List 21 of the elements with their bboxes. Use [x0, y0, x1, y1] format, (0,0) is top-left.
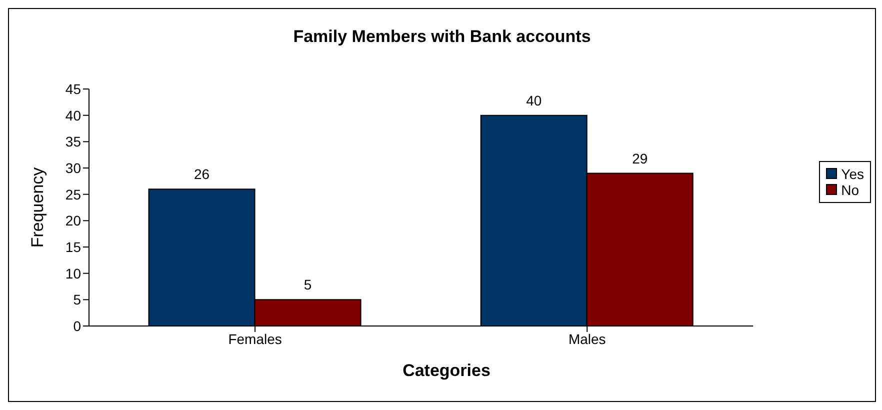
y-tick-label: 45 — [65, 80, 82, 97]
data-label: 26 — [194, 166, 210, 182]
y-axis-title: Frequency — [28, 166, 48, 248]
x-tick-label: Females — [228, 330, 282, 347]
legend-label: Yes — [841, 166, 864, 182]
y-tick-label: 20 — [65, 212, 82, 229]
data-label: 40 — [526, 92, 542, 108]
data-label: 5 — [304, 276, 312, 293]
legend-label: No — [841, 182, 860, 198]
y-tick-label: 30 — [65, 160, 82, 176]
y-tick-label: 25 — [65, 186, 82, 202]
y-tick-label: 40 — [65, 107, 82, 124]
x-axis-title: Categories — [402, 361, 492, 381]
x-tick-label: Males — [568, 330, 606, 347]
y-tick-label: 15 — [65, 238, 82, 255]
data-label: 29 — [632, 150, 648, 166]
y-tick-label: 35 — [65, 134, 82, 150]
y-tick-label: 0 — [73, 318, 82, 334]
y-tick-label: 10 — [65, 265, 82, 282]
chart-title: Family Members with Bank accounts — [292, 27, 592, 47]
y-tick-label: 5 — [73, 292, 82, 308]
